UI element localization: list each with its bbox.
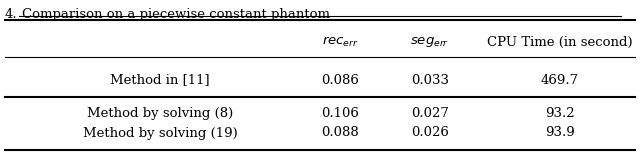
Text: 93.9: 93.9 bbox=[545, 126, 575, 140]
Text: 0.033: 0.033 bbox=[411, 73, 449, 87]
Text: 0.086: 0.086 bbox=[321, 73, 359, 87]
Text: Method by solving (19): Method by solving (19) bbox=[83, 126, 237, 140]
Text: Method in [11]: Method in [11] bbox=[110, 73, 210, 87]
Text: 0.106: 0.106 bbox=[321, 107, 359, 120]
Text: $rec_{err}$: $rec_{err}$ bbox=[322, 35, 358, 49]
Text: 93.2: 93.2 bbox=[545, 107, 575, 120]
Text: Comparison on a piecewise constant phantom: Comparison on a piecewise constant phant… bbox=[22, 8, 330, 21]
Text: CPU Time (in second): CPU Time (in second) bbox=[487, 36, 633, 49]
Text: $seg_{err}$: $seg_{err}$ bbox=[410, 35, 450, 49]
Text: 4.: 4. bbox=[5, 8, 18, 21]
Text: 0.088: 0.088 bbox=[321, 126, 359, 140]
Text: 0.026: 0.026 bbox=[411, 126, 449, 140]
Text: 0.027: 0.027 bbox=[411, 107, 449, 120]
Text: Method by solving (8): Method by solving (8) bbox=[87, 107, 233, 120]
Text: 469.7: 469.7 bbox=[541, 73, 579, 87]
